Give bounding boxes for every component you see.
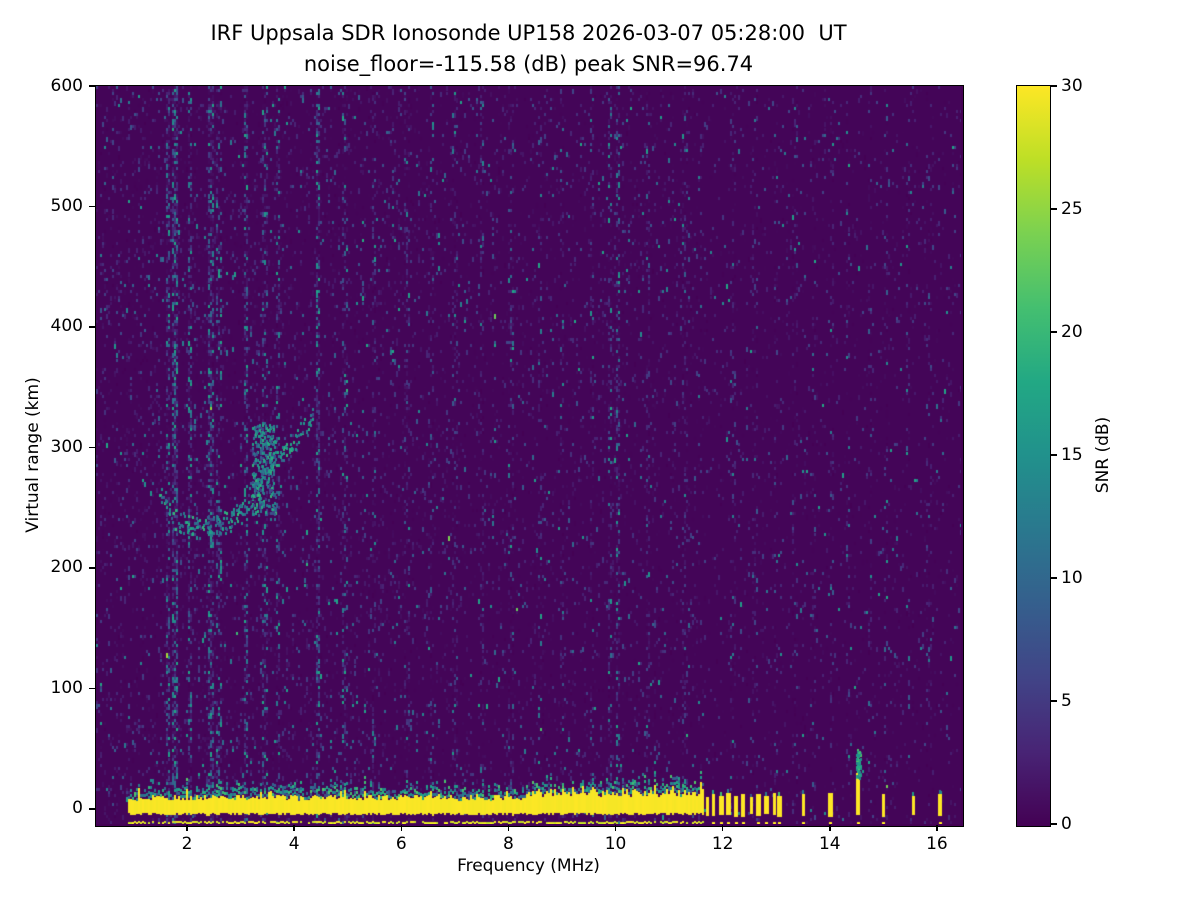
x-tick [400, 825, 403, 831]
x-tick [507, 825, 510, 831]
y-tick [89, 85, 95, 87]
colorbar-tick-label: 15 [1061, 444, 1083, 465]
title-block: IRF Uppsala SDR Ionosonde UP158 2026-03-… [95, 18, 962, 80]
colorbar-tick [1051, 454, 1057, 456]
colorbar-tick-label: 20 [1061, 321, 1083, 342]
x-tick [829, 825, 831, 831]
x-tick-label: 14 [818, 834, 841, 854]
ionogram-heatmap-canvas [96, 86, 961, 824]
x-axis-label: Frequency (MHz) [457, 856, 600, 876]
x-tick-label: 8 [502, 834, 514, 854]
y-tick [89, 687, 95, 690]
colorbar-tick [1051, 208, 1057, 210]
y-tick-label: 0 [72, 798, 83, 819]
colorbar-tick [1051, 700, 1057, 702]
x-tick-label: 16 [926, 834, 948, 854]
colorbar-gradient [1017, 86, 1050, 826]
colorbar-tick [1051, 823, 1057, 825]
colorbar-tick-label: 10 [1061, 567, 1083, 588]
x-tick [721, 825, 724, 831]
colorbar-tick-label: 5 [1061, 690, 1072, 711]
colorbar-tick [1051, 85, 1057, 87]
y-tick-label: 400 [50, 316, 83, 337]
x-tick-label: 4 [288, 834, 300, 854]
y-tick-label: 300 [50, 436, 83, 457]
x-tick [936, 825, 938, 831]
y-tick [89, 567, 95, 569]
colorbar-tick [1051, 577, 1057, 579]
plot-area [95, 85, 964, 827]
x-tick-label: 10 [604, 834, 627, 854]
colorbar-tick-label: 0 [1061, 813, 1072, 834]
y-tick-label: 500 [50, 195, 83, 216]
plot-title: IRF Uppsala SDR Ionosonde UP158 2026-03-… [210, 21, 847, 45]
x-tick [293, 825, 295, 831]
x-tick-label: 12 [711, 834, 734, 854]
y-tick-label: 200 [50, 557, 83, 578]
x-tick-label: 2 [181, 834, 193, 854]
x-tick-label: 6 [395, 834, 407, 854]
x-tick [614, 825, 617, 831]
y-tick-label: 600 [50, 75, 83, 96]
plot-subtitle: noise_floor=-115.58 (dB) peak SNR=96.74 [303, 52, 754, 76]
x-tick [186, 825, 188, 831]
y-tick [89, 446, 95, 449]
colorbar-tick [1051, 331, 1057, 333]
y-tick-label: 100 [50, 677, 83, 698]
y-tick [89, 808, 95, 810]
colorbar [1016, 85, 1051, 827]
y-tick [89, 205, 95, 208]
y-tick [89, 326, 95, 328]
colorbar-tick-label: 25 [1061, 198, 1083, 219]
colorbar-tick-label: 30 [1061, 75, 1083, 96]
